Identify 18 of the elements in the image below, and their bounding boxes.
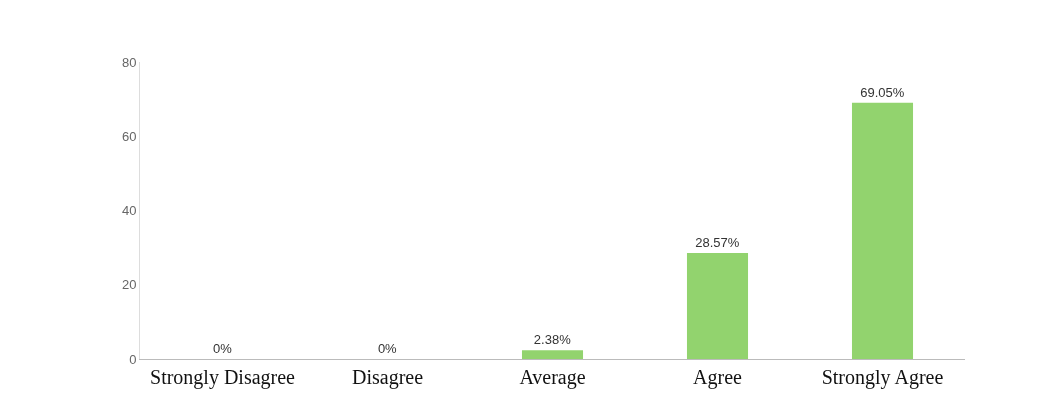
data-label: 0%: [377, 341, 398, 356]
x-tick-label: Strongly Disagree: [150, 366, 296, 389]
x-tick-label: Agree: [693, 366, 743, 389]
y-tick-label: 20: [121, 277, 137, 293]
data-label: 0%: [212, 341, 233, 356]
y-tick-label: 80: [121, 54, 137, 70]
bar: [851, 102, 914, 359]
y-tick-label: 40: [121, 203, 137, 219]
x-tick-label: Disagree: [351, 366, 424, 389]
x-tick-label: Strongly Agree: [821, 366, 944, 389]
data-label: 69.05%: [860, 84, 905, 100]
data-label: 2.38%: [533, 332, 572, 348]
y-tick-label: 60: [121, 128, 137, 144]
bar: [686, 252, 749, 359]
bar: [521, 350, 584, 359]
data-label: 28.57%: [695, 234, 740, 250]
x-tick-label: Average: [519, 366, 586, 389]
y-tick-label: 0: [129, 351, 137, 367]
